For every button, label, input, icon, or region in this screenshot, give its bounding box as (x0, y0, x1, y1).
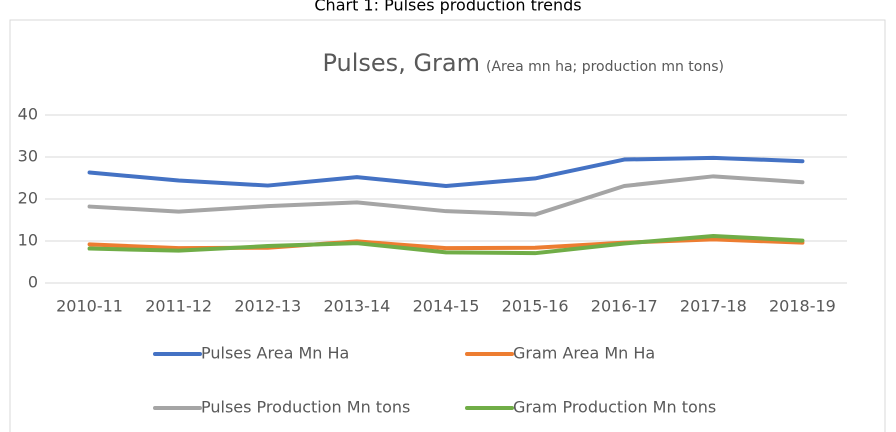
x-tick-label: 2017-18 (680, 297, 747, 316)
y-tick-label: 0 (28, 273, 38, 292)
y-tick-label: 40 (18, 105, 38, 124)
legend-label: Pulses Area Mn Ha (201, 344, 349, 363)
y-tick-label: 30 (18, 147, 38, 166)
caption: Chart 1: Pulses production trends (314, 0, 581, 15)
chart-title: Pulses, Gram (322, 49, 480, 77)
chart-border (9, 19, 886, 432)
legend-label: Gram Production Mn tons (513, 398, 716, 417)
x-tick-label: 2018-19 (769, 297, 836, 316)
x-tick-label: 2016-17 (591, 297, 658, 316)
y-tick-label: 10 (18, 231, 38, 250)
x-tick-label: 2012-13 (234, 297, 301, 316)
x-tick-label: 2011-12 (145, 297, 212, 316)
series-line (87, 155, 805, 188)
x-tick-label: 2014-15 (413, 297, 480, 316)
legend-label: Pulses Production Mn tons (201, 398, 410, 417)
x-tick-label: 2010-11 (56, 297, 123, 316)
legend-label: Gram Area Mn Ha (513, 344, 655, 363)
x-tick-label: 2015-16 (502, 297, 569, 316)
series-line (87, 174, 805, 217)
y-tick-label: 20 (18, 189, 38, 208)
series-line (87, 233, 805, 256)
chart-subtitle: (Area mn ha; production mn tons) (486, 59, 724, 75)
x-tick-label: 2013-14 (323, 297, 390, 316)
